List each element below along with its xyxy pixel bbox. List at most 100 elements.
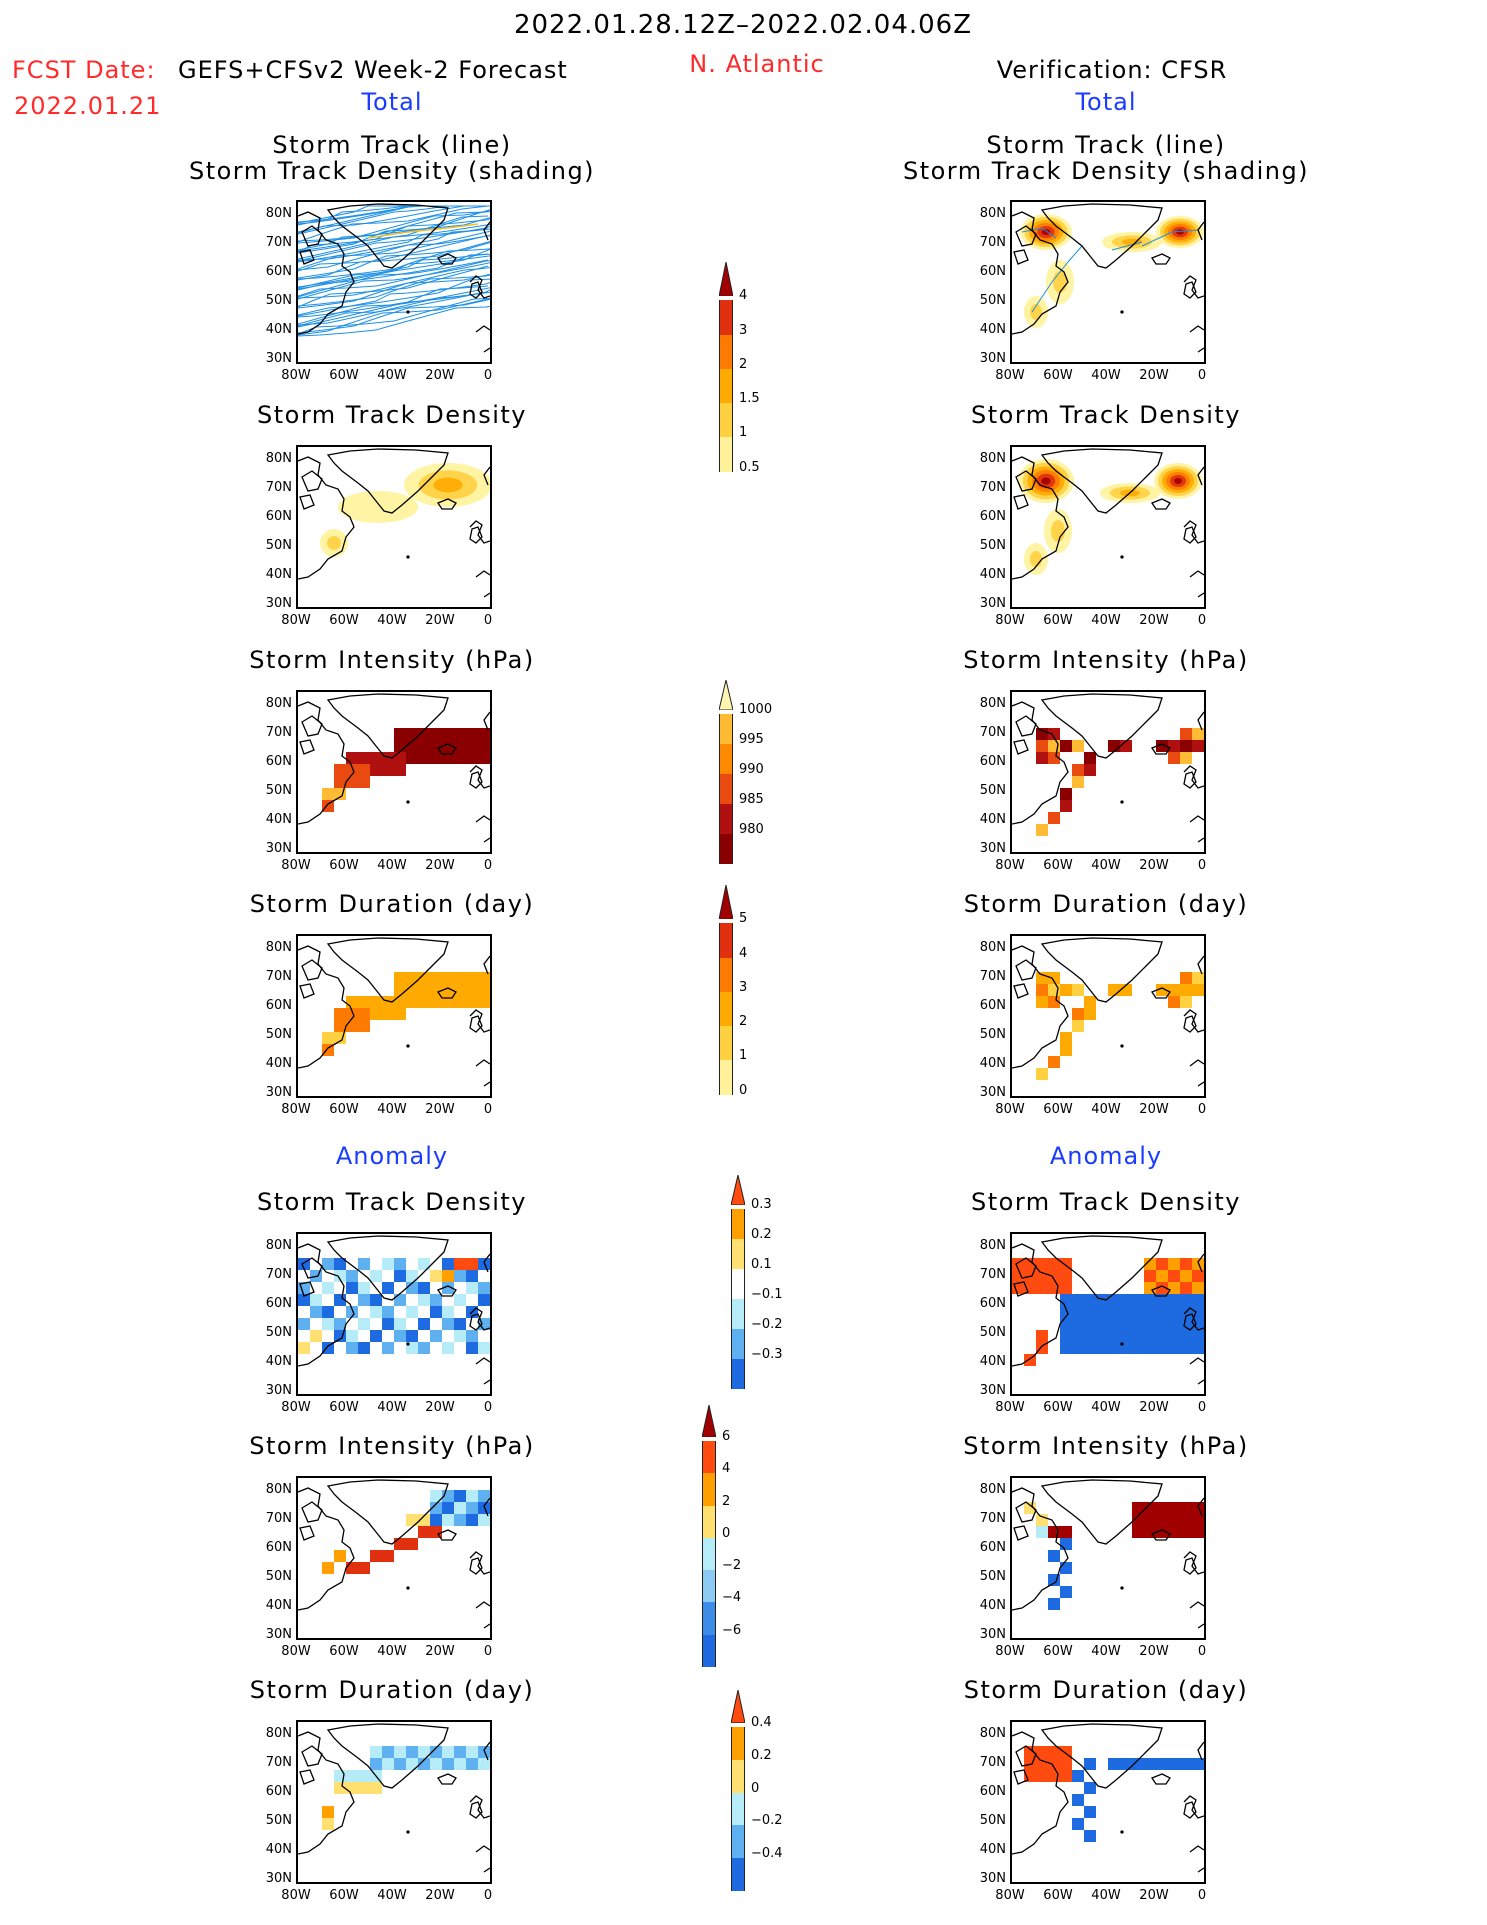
colorbar-label: 2: [739, 356, 748, 372]
panel-title-intensity: Storm Intensity (hPa): [249, 1432, 535, 1460]
lat-tick-label: 70N: [265, 1755, 292, 1770]
lat-tick-label: 50N: [979, 1813, 1006, 1828]
lat-tick-label: 60N: [979, 1540, 1006, 1555]
colorbar-label: 0: [751, 1780, 760, 1796]
colorbar-label: −6: [722, 1622, 742, 1638]
lat-tick-label: 40N: [265, 812, 292, 827]
lat-tick-label: 40N: [265, 322, 292, 337]
lat-tick-label: 80N: [265, 696, 292, 711]
map-dur-forecast: [296, 934, 492, 1098]
colorbar-label: −0.2: [751, 1317, 783, 1332]
lon-tick-label: 40W: [1091, 368, 1121, 383]
colorbar-label: −2: [722, 1558, 742, 1574]
lat-tick-label: 40N: [265, 1842, 292, 1857]
map-adur-forecast: [296, 1720, 492, 1884]
lat-tick-label: 80N: [265, 206, 292, 221]
lon-tick-label: 60W: [1043, 1644, 1073, 1659]
colorbar-label: 995: [739, 732, 764, 747]
lon-tick-label: 60W: [329, 1644, 359, 1659]
lat-tick-label: 70N: [265, 480, 292, 495]
panel-title-duration: Storm Duration (day): [963, 1676, 1249, 1704]
lon-tick-label: 60W: [329, 613, 359, 628]
lon-tick-label: 60W: [1043, 368, 1073, 383]
lat-tick-label: 80N: [265, 451, 292, 466]
lat-tick-label: 40N: [265, 1056, 292, 1071]
colorbar-segment: [719, 991, 733, 1027]
lat-tick-label: 30N: [979, 1871, 1006, 1886]
panel-title-intensity: Storm Intensity (hPa): [963, 646, 1249, 674]
lon-tick-label: 0: [483, 613, 493, 628]
colorbar-label: 3: [739, 322, 748, 338]
lat-tick-label: 60N: [265, 1296, 292, 1311]
colorbar-segment: [731, 1269, 745, 1299]
colorbar-label: 2: [739, 1014, 748, 1030]
coastline: [298, 448, 490, 598]
lon-tick-label: 0: [483, 1888, 493, 1903]
colorbar-label: 0.5: [739, 459, 760, 475]
colorbar-segment: [719, 300, 733, 335]
lat-tick-label: 60N: [265, 1540, 292, 1555]
lon-tick-label: 60W: [329, 1400, 359, 1415]
lon-tick-label: 60W: [1043, 613, 1073, 628]
coastline: [298, 1235, 490, 1385]
lat-tick-label: 80N: [979, 206, 1006, 221]
colorbar-intensity-anom: [701, 1404, 717, 1667]
lat-tick-label: 70N: [979, 1755, 1006, 1770]
lon-tick-label: 20W: [1139, 368, 1169, 383]
lon-tick-label: 0: [483, 368, 493, 383]
colorbar-label: 6: [722, 1429, 731, 1445]
lat-tick-label: 80N: [979, 1726, 1006, 1741]
coastline: [298, 937, 490, 1087]
lon-tick-label: 40W: [1091, 1888, 1121, 1903]
lon-tick-label: 0: [1197, 1400, 1207, 1415]
colorbar-segment: [719, 437, 733, 472]
lat-tick-label: 30N: [265, 1085, 292, 1100]
lat-tick-label: 50N: [979, 1569, 1006, 1584]
colorbar-segment: [719, 1026, 733, 1061]
panel-title-intensity: Storm Intensity (hPa): [249, 646, 535, 674]
lat-tick-label: 30N: [979, 1383, 1006, 1398]
colorbar-density-anom: [730, 1174, 746, 1389]
lon-tick-label: 40W: [377, 1400, 407, 1415]
lon-tick-label: 60W: [1043, 858, 1073, 873]
lon-tick-label: 80W: [281, 368, 311, 383]
colorbar-label: 4: [722, 1461, 731, 1477]
lat-tick-label: 70N: [979, 969, 1006, 984]
lon-tick-label: 80W: [995, 1102, 1025, 1117]
lat-tick-label: 60N: [979, 264, 1006, 279]
colorbar-segment: [731, 1359, 745, 1389]
panel-title-track_line: Storm Track (line): [986, 131, 1226, 159]
lat-tick-label: 70N: [979, 1267, 1006, 1282]
lat-tick-label: 50N: [265, 293, 292, 308]
colorbar-segment: [702, 1602, 716, 1635]
colorbar-density-total: [718, 261, 734, 472]
lon-tick-label: 40W: [377, 368, 407, 383]
colorbar-segment: [731, 1726, 745, 1760]
lon-tick-label: 0: [1197, 1888, 1207, 1903]
lat-tick-label: 60N: [979, 754, 1006, 769]
lat-tick-label: 70N: [265, 235, 292, 250]
map-int-forecast: [296, 690, 492, 854]
panel-title-density: Storm Track Density: [257, 1188, 527, 1216]
colorbar-label: 990: [739, 762, 764, 777]
lon-tick-label: 80W: [281, 1644, 311, 1659]
colorbar-segment: [731, 1825, 745, 1859]
lat-tick-label: 40N: [979, 1354, 1006, 1369]
region-title: N. Atlantic: [689, 50, 825, 78]
colorbar-segment: [702, 1441, 716, 1474]
map-adur-cfsr: [1010, 1720, 1206, 1884]
lon-tick-label: 0: [1197, 1644, 1207, 1659]
lat-tick-label: 40N: [979, 1056, 1006, 1071]
lon-tick-label: 60W: [329, 858, 359, 873]
lon-tick-label: 20W: [1139, 1888, 1169, 1903]
lon-tick-label: 20W: [1139, 858, 1169, 873]
colorbar-segment: [702, 1634, 716, 1667]
map-dur-cfsr: [1010, 934, 1206, 1098]
colorbar-segment: [731, 1209, 745, 1239]
lon-tick-label: 40W: [377, 613, 407, 628]
lon-tick-label: 0: [1197, 613, 1207, 628]
lon-tick-label: 80W: [281, 858, 311, 873]
lat-tick-label: 30N: [265, 1383, 292, 1398]
lon-tick-label: 40W: [1091, 613, 1121, 628]
lon-tick-label: 20W: [425, 1400, 455, 1415]
